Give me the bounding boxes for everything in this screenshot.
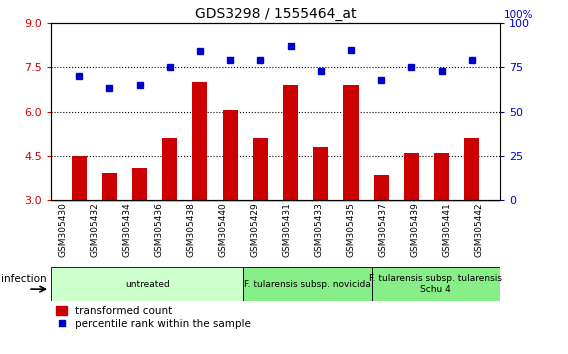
Text: GSM305438: GSM305438 (186, 202, 195, 257)
Text: 100%: 100% (504, 10, 533, 20)
Text: GSM305442: GSM305442 (475, 202, 484, 257)
Text: GSM305436: GSM305436 (154, 202, 163, 257)
Bar (374, 175, 389, 200)
Text: F. tularensis subsp. tularensis
Schu 4: F. tularensis subsp. tularensis Schu 4 (369, 274, 502, 294)
Text: F. tularensis subsp. novicida: F. tularensis subsp. novicida (244, 280, 371, 289)
Bar (253, 138, 268, 200)
Text: GSM305429: GSM305429 (250, 202, 260, 257)
Bar (313, 147, 328, 200)
Bar (51, 267, 244, 301)
Text: GSM305431: GSM305431 (282, 202, 291, 257)
Text: untreated: untreated (125, 280, 170, 289)
Title: GDS3298 / 1555464_at: GDS3298 / 1555464_at (195, 7, 356, 21)
Text: GSM305435: GSM305435 (346, 202, 356, 257)
Text: GSM305434: GSM305434 (122, 202, 131, 257)
Bar (223, 110, 238, 200)
Text: GSM305432: GSM305432 (90, 202, 99, 257)
Text: GSM305439: GSM305439 (411, 202, 420, 257)
Text: infection: infection (1, 274, 47, 284)
Text: GSM305433: GSM305433 (315, 202, 324, 257)
Text: GSM305441: GSM305441 (443, 202, 452, 257)
Bar (434, 153, 449, 200)
Bar (244, 267, 371, 301)
Bar (162, 138, 177, 200)
Bar (404, 153, 419, 200)
Bar (344, 85, 358, 200)
Text: GSM305440: GSM305440 (219, 202, 227, 257)
Bar (72, 156, 87, 200)
Bar (193, 82, 207, 200)
Bar (283, 85, 298, 200)
Text: GSM305430: GSM305430 (58, 202, 67, 257)
Bar (132, 167, 147, 200)
Bar (464, 138, 479, 200)
Text: GSM305437: GSM305437 (379, 202, 387, 257)
Bar (102, 173, 117, 200)
Bar (371, 267, 500, 301)
Legend: transformed count, percentile rank within the sample: transformed count, percentile rank withi… (56, 306, 251, 329)
